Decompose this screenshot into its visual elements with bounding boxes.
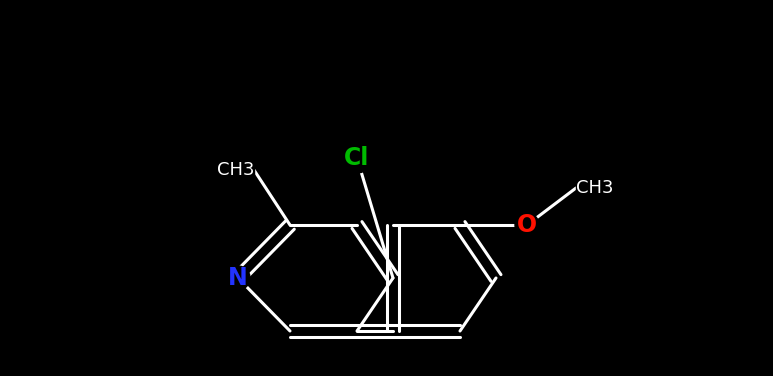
Text: CH3: CH3 [216, 161, 254, 179]
Text: Cl: Cl [344, 146, 369, 170]
FancyBboxPatch shape [576, 180, 608, 196]
Text: N: N [228, 266, 248, 290]
Circle shape [226, 266, 250, 290]
Circle shape [342, 143, 372, 173]
Circle shape [515, 213, 539, 237]
Text: O: O [517, 213, 537, 237]
Text: CH3: CH3 [576, 179, 614, 197]
FancyBboxPatch shape [222, 162, 254, 178]
